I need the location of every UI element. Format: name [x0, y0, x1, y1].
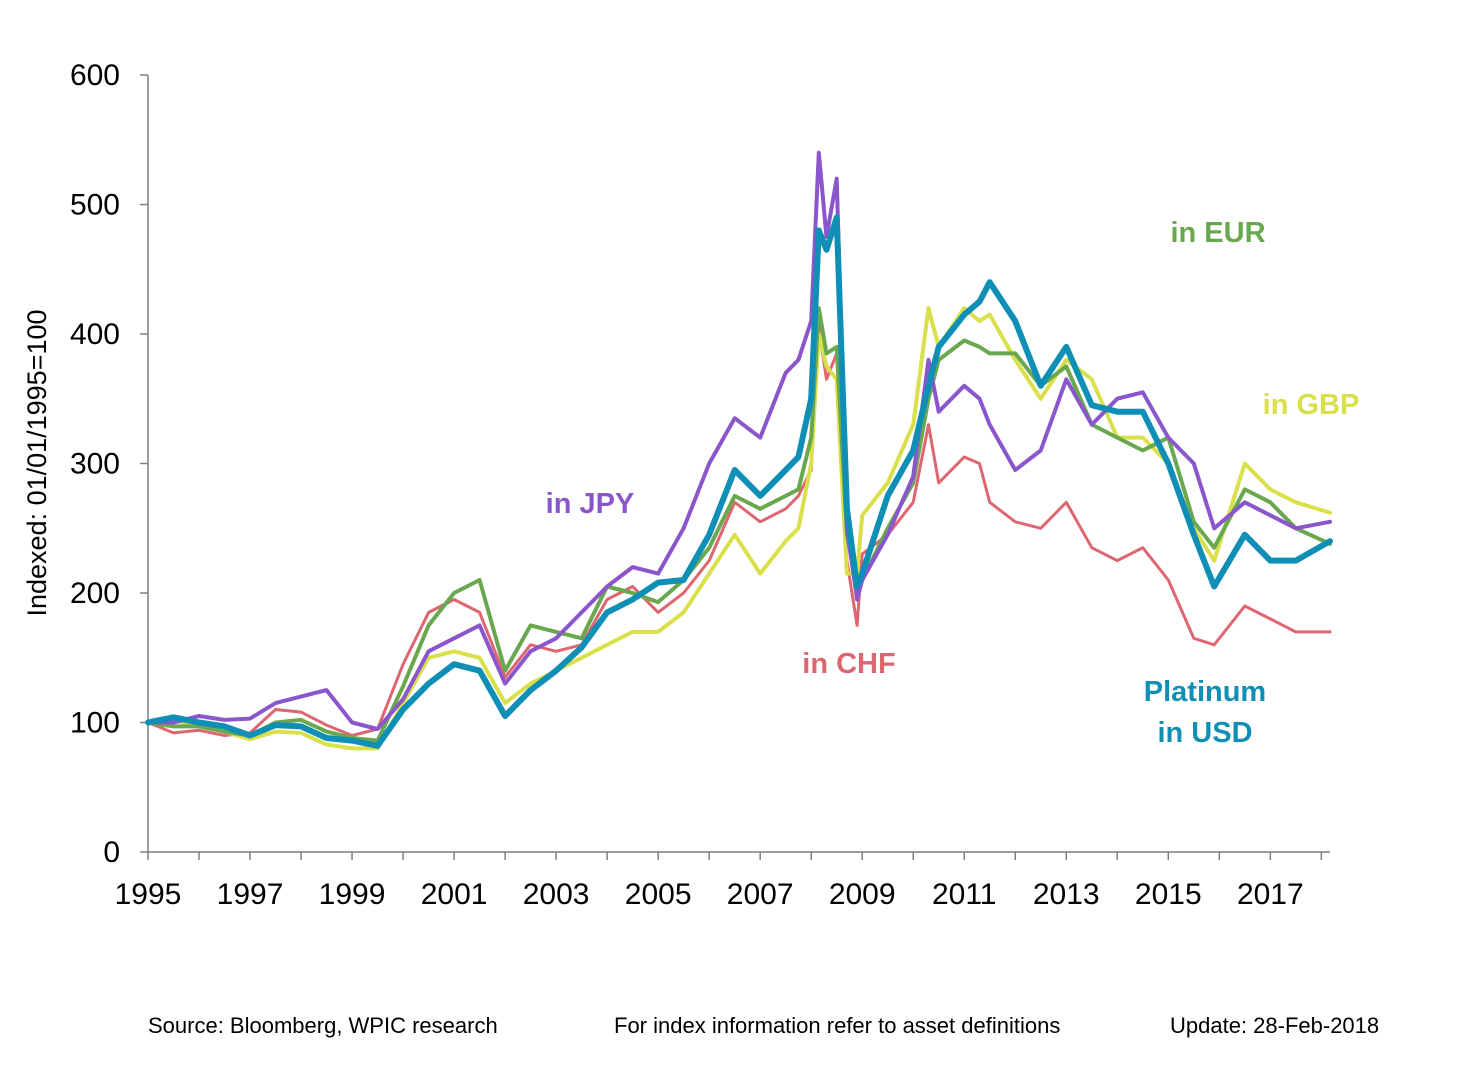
x-tick-label: 2015	[1135, 878, 1202, 911]
plot-area	[145, 150, 1333, 751]
chart-axes: 0 100 200 300 400 500 600 1995 1997 1999 2001 2003 2…	[70, 59, 1330, 911]
y-tick-label: 500	[70, 189, 120, 222]
footer-index-info: For index information refer to asset def…	[614, 1013, 1061, 1038]
series-line-in-chf	[146, 326, 1332, 737]
y-axis-title: Indexed: 01/01/1995=100	[22, 309, 52, 616]
y-tick-label: 400	[70, 318, 120, 351]
series-line-platinum-in-usd	[145, 214, 1333, 749]
x-tick-label: 2017	[1237, 878, 1304, 911]
x-tick-label: 1997	[217, 878, 284, 911]
x-tick-label: 1995	[115, 878, 182, 911]
x-tick-label: 2007	[727, 878, 794, 911]
footer-source: Source: Bloomberg, WPIC research	[148, 1013, 498, 1038]
y-tick-label: 200	[70, 577, 120, 610]
x-tick-label: 2005	[625, 878, 692, 911]
x-tick-label: 2003	[523, 878, 590, 911]
series-labels: Platinum in USD in EUR in GBP in JPY in CHF	[546, 217, 1360, 749]
series-line-in-gbp	[146, 306, 1332, 751]
x-tick-label: 2013	[1033, 878, 1100, 911]
footer-update: Update: 28-Feb-2018	[1170, 1013, 1380, 1038]
y-tick-label: 300	[70, 448, 120, 481]
series-label-in-gbp: in GBP	[1263, 389, 1360, 421]
series-line-in-eur	[146, 306, 1332, 743]
y-tick-label: 0	[103, 836, 120, 869]
series-label-in-eur: in EUR	[1170, 217, 1265, 249]
x-tick-label: 2011	[932, 878, 997, 911]
series-label-in-chf: in CHF	[802, 648, 895, 680]
y-tick-label: 100	[70, 707, 120, 740]
x-tick-label: 2009	[829, 878, 896, 911]
x-tick-label: 1999	[319, 878, 386, 911]
series-label-in-jpy: in JPY	[546, 488, 635, 520]
series-line-in-jpy	[146, 150, 1332, 731]
series-label-platinum-in-usd: Platinum	[1144, 676, 1266, 708]
y-tick-label: 600	[70, 59, 120, 92]
x-tick-label: 2001	[421, 878, 488, 911]
series-label-platinum-in-usd: in USD	[1157, 717, 1252, 749]
